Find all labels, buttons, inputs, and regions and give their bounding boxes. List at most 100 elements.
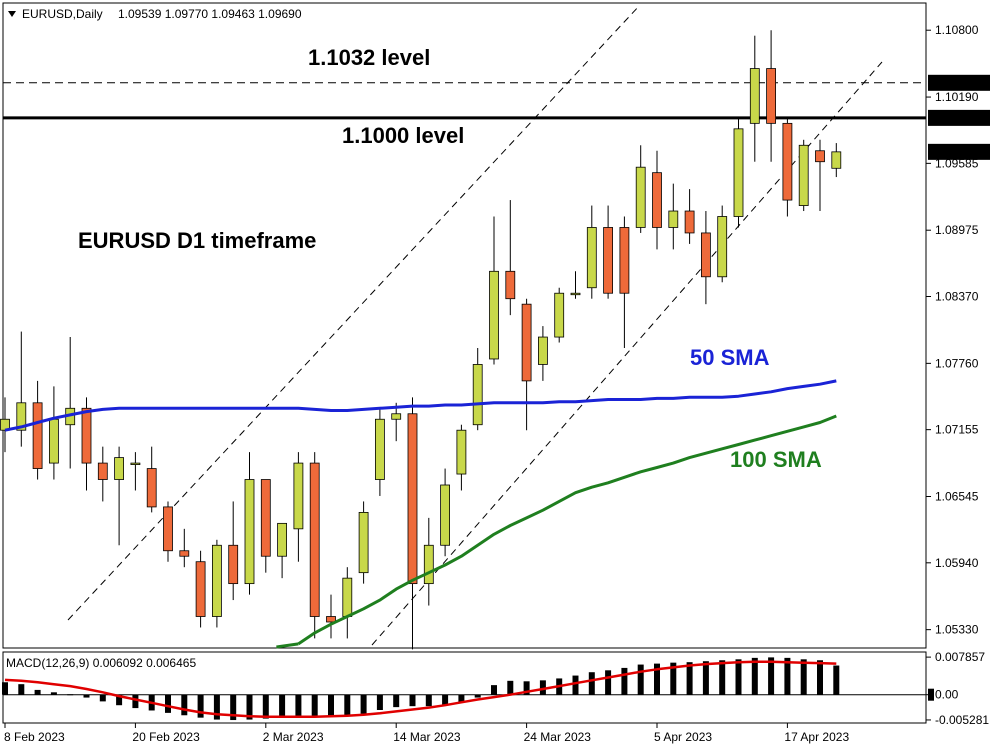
candle-22 <box>358 501 369 584</box>
price-tick-label-7: 1.06545 <box>935 490 979 504</box>
candle-28 <box>456 424 467 491</box>
candle-32 <box>521 298 532 431</box>
candle-39 <box>635 145 646 233</box>
price-tick-label-5: 1.07760 <box>935 356 979 370</box>
candle-42 <box>684 189 695 244</box>
price-tick-label-4: 1.08370 <box>935 290 979 304</box>
candle-41 <box>668 183 679 250</box>
macd-bar-28 <box>458 694 465 703</box>
candle-body-38 <box>619 227 630 294</box>
macd-bar-40 <box>654 663 660 695</box>
macd-bar-0 <box>2 682 8 695</box>
candle-12 <box>195 550 206 628</box>
candle-33 <box>538 326 548 381</box>
macd-bar-45 <box>735 659 742 695</box>
candle-body-50 <box>815 150 825 163</box>
sma50-line <box>4 379 837 432</box>
timeframe-label: EURUSD D1 timeframe <box>78 228 316 253</box>
macd-bar-42 <box>686 662 693 695</box>
macd-bar-44 <box>719 660 726 695</box>
macd-bar-43 <box>702 661 709 695</box>
macd-bar-51 <box>833 665 840 695</box>
candle-body-17 <box>277 522 288 557</box>
candle-47 <box>766 30 776 162</box>
macd-bar-8 <box>132 694 139 709</box>
symbol-label: EURUSD,Daily <box>22 7 103 21</box>
candle-26 <box>423 517 434 606</box>
candle-body-14 <box>228 544 239 585</box>
macd-bar-6 <box>99 694 106 702</box>
candle-body-10 <box>163 506 173 552</box>
level-1000-label: 1.1000 level <box>342 123 464 148</box>
candle-body-6 <box>97 462 108 480</box>
candle-8 <box>130 452 141 491</box>
candle-body-35 <box>570 292 581 296</box>
candle-17 <box>277 522 288 579</box>
macd-bar-29 <box>474 694 481 698</box>
x-tick-label-4: 24 Mar 2023 <box>524 730 592 744</box>
x-tick-label-3: 14 Mar 2023 <box>393 730 461 744</box>
macd-bar-35 <box>572 675 579 695</box>
macd-bar-24 <box>393 694 400 708</box>
candle-6 <box>97 446 108 502</box>
candle-body-42 <box>684 210 695 234</box>
macd-bar-1 <box>18 684 25 695</box>
macd-bar-16 <box>262 694 269 719</box>
macd-bar-39 <box>637 664 644 695</box>
channel-upper-line <box>67 4 641 621</box>
sma100-line-start <box>276 642 299 649</box>
candle-30 <box>489 216 499 365</box>
ohlc-readout: 1.09539 1.09770 1.09463 1.09690 <box>118 7 302 21</box>
candle-48 <box>782 117 793 217</box>
menu-arrow-icon[interactable] <box>8 11 16 17</box>
macd-zero-marker <box>928 688 934 701</box>
candle-14 <box>228 501 239 601</box>
candle-40 <box>652 150 662 250</box>
price-tick-label-2: 1.09585 <box>935 156 979 170</box>
price-tag-box-2 <box>928 143 990 160</box>
candle-34 <box>554 287 565 343</box>
x-tick-label-0: 8 Feb 2023 <box>4 730 65 744</box>
macd-tick-label-0: 0.007857 <box>935 650 985 664</box>
candle-27 <box>440 468 451 557</box>
candle-body-24 <box>391 413 402 420</box>
candle-body-3 <box>49 418 59 464</box>
candle-body-11 <box>179 550 190 557</box>
macd-bar-26 <box>425 694 432 707</box>
x-tick-label-5: 5 Apr 2023 <box>654 730 712 744</box>
price-tick-label-1: 1.10190 <box>935 90 979 104</box>
price-tag-label-1: 1.10000 <box>934 111 978 125</box>
candle-body-31 <box>505 270 516 300</box>
macd-bar-4 <box>67 694 74 696</box>
candle-body-12 <box>195 561 206 617</box>
candle-36 <box>586 205 597 299</box>
candle-body-27 <box>440 484 451 546</box>
candle-body-26 <box>423 544 434 585</box>
candle-15 <box>244 452 255 595</box>
macd-bar-41 <box>670 662 677 695</box>
price-pane <box>2 2 927 649</box>
candle-body-30 <box>489 270 499 360</box>
macd-bar-47 <box>768 657 775 695</box>
candle-2 <box>32 380 43 480</box>
macd-tick-label-1: 0.00 <box>935 688 959 702</box>
sma50-label: 50 SMA <box>690 345 770 370</box>
candle-31 <box>505 200 516 316</box>
macd-bar-14 <box>230 694 237 721</box>
candle-body-51 <box>831 151 842 169</box>
macd-bar-20 <box>328 694 334 717</box>
price-tick-label-9: 1.05330 <box>935 623 979 637</box>
price-tick-label-6: 1.07155 <box>935 423 979 437</box>
candle-body-2 <box>32 402 43 469</box>
candle-body-44 <box>717 216 728 278</box>
macd-bar-23 <box>376 694 383 710</box>
macd-bar-46 <box>751 657 758 695</box>
candle-body-7 <box>114 457 124 480</box>
macd-bar-50 <box>817 660 823 695</box>
candle-body-19 <box>309 462 320 617</box>
price-tick-label-3: 1.08975 <box>935 223 979 237</box>
candle-body-37 <box>603 227 613 294</box>
candle-body-34 <box>554 292 565 338</box>
candle-body-29 <box>472 364 483 426</box>
